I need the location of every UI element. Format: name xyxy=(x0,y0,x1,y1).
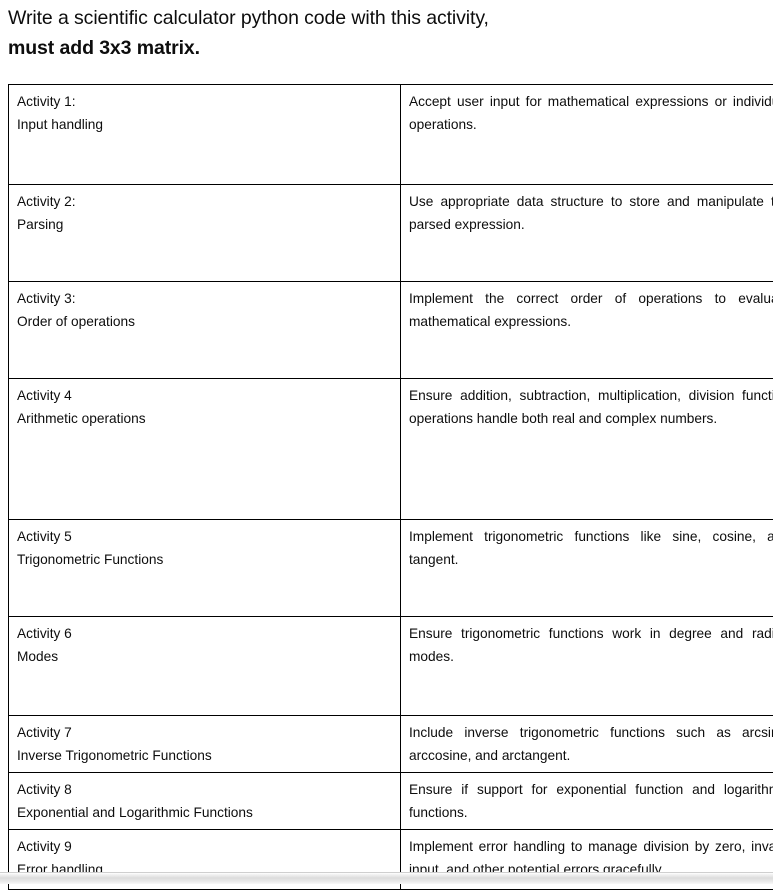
activity-cell: Activity 4 Arithmetic operations xyxy=(9,379,401,520)
description-text: Include inverse trigonometric functions … xyxy=(409,722,773,767)
table-row: Activity 5 Trigonometric Functions Imple… xyxy=(9,520,773,617)
activity-label: Activity 9 xyxy=(17,836,392,859)
activity-name: Arithmetic operations xyxy=(17,408,392,431)
activity-name: Trigonometric Functions xyxy=(17,549,392,572)
activity-table: Activity 1: Input handling Accept user i… xyxy=(8,84,773,890)
description-text: Implement trigonometric functions like s… xyxy=(409,526,773,571)
description-text: Accept user input for mathematical expre… xyxy=(409,91,773,136)
activity-cell: Activity 3: Order of operations xyxy=(9,282,401,379)
activity-label: Activity 1: xyxy=(17,91,392,114)
activity-cell: Activity 5 Trigonometric Functions xyxy=(9,520,401,617)
description-cell: Implement the correct order of operation… xyxy=(401,282,773,379)
activity-name: Exponential and Logarithmic Functions xyxy=(17,802,392,825)
description-cell: Include inverse trigonometric functions … xyxy=(401,716,773,773)
table-row: Activity 2: Parsing Use appropriate data… xyxy=(9,185,773,282)
activity-label: Activity 8 xyxy=(17,779,392,802)
table-row: Activity 8 Exponential and Logarithmic F… xyxy=(9,773,773,830)
activity-cell: Activity 7 Inverse Trigonometric Functio… xyxy=(9,716,401,773)
table-row: Activity 3: Order of operations Implemen… xyxy=(9,282,773,379)
activity-name: Order of operations xyxy=(17,311,392,334)
page-title-line-2: must add 3x3 matrix. xyxy=(8,33,763,63)
activity-label: Activity 6 xyxy=(17,623,392,646)
description-text: Ensure if support for exponential functi… xyxy=(409,779,773,824)
description-cell: Use appropriate data structure to store … xyxy=(401,185,773,282)
activity-label: Activity 7 xyxy=(17,722,392,745)
description-text: Ensure trigonometric functions work in d… xyxy=(409,623,773,668)
activity-name: Parsing xyxy=(17,214,392,237)
description-text: Implement the correct order of operation… xyxy=(409,288,773,333)
page-title-line-1: Write a scientific calculator python cod… xyxy=(8,7,489,29)
description-text: Use appropriate data structure to store … xyxy=(409,191,773,236)
table-row: Activity 7 Inverse Trigonometric Functio… xyxy=(9,716,773,773)
page-title: Write a scientific calculator python cod… xyxy=(0,0,773,63)
description-cell: Accept user input for mathematical expre… xyxy=(401,85,773,185)
description-text: Ensure addition, subtraction, multiplica… xyxy=(409,385,773,430)
document-page: Write a scientific calculator python cod… xyxy=(0,0,773,63)
activity-name: Modes xyxy=(17,646,392,669)
description-cell: Ensure if support for exponential functi… xyxy=(401,773,773,830)
horizontal-scrollbar[interactable] xyxy=(0,872,773,884)
activity-name: Inverse Trigonometric Functions xyxy=(17,745,392,768)
activity-cell: Activity 2: Parsing xyxy=(9,185,401,282)
table-row: Activity 4 Arithmetic operations Ensure … xyxy=(9,379,773,520)
description-cell: Ensure addition, subtraction, multiplica… xyxy=(401,379,773,520)
activity-cell: Activity 1: Input handling xyxy=(9,85,401,185)
activity-label: Activity 2: xyxy=(17,191,392,214)
activity-label: Activity 4 xyxy=(17,385,392,408)
activity-table-container: Activity 1: Input handling Accept user i… xyxy=(8,84,764,890)
activity-table-body: Activity 1: Input handling Accept user i… xyxy=(9,85,773,890)
activity-label: Activity 5 xyxy=(17,526,392,549)
table-row: Activity 6 Modes Ensure trigonometric fu… xyxy=(9,617,773,716)
table-row: Activity 1: Input handling Accept user i… xyxy=(9,85,773,185)
activity-cell: Activity 6 Modes xyxy=(9,617,401,716)
description-cell: Ensure trigonometric functions work in d… xyxy=(401,617,773,716)
activity-name: Input handling xyxy=(17,114,392,137)
activity-label: Activity 3: xyxy=(17,288,392,311)
description-cell: Implement trigonometric functions like s… xyxy=(401,520,773,617)
activity-cell: Activity 8 Exponential and Logarithmic F… xyxy=(9,773,401,830)
